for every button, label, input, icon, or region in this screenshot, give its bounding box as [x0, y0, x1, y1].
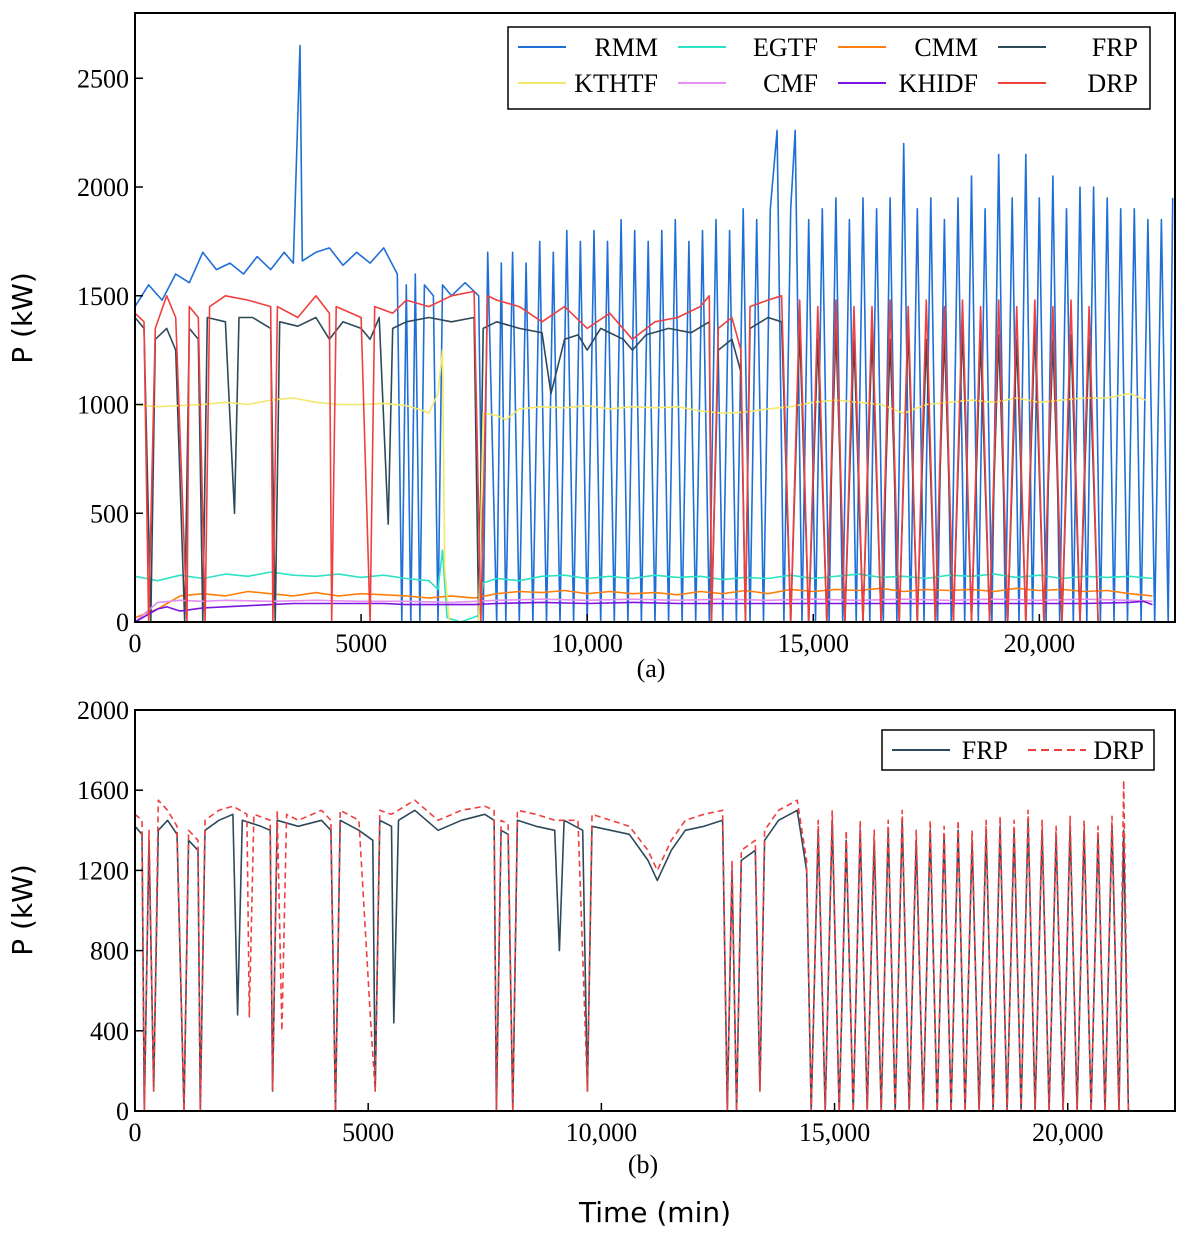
panel-b-x-axis-title: Time (min) [578, 1196, 731, 1229]
panel-a-y-tick-label: 1500 [77, 282, 129, 311]
panel-b-x-tick-label: 10,000 [566, 1118, 638, 1147]
panel-a-y-tick-label: 2000 [77, 173, 129, 202]
panel-b-legend-label-frp: FRP [962, 736, 1008, 765]
panel-b-x-axis: 0 5000 10,000 15,000 20,000 [129, 1103, 1104, 1147]
panel-b-x-tick-label: 5000 [342, 1118, 394, 1147]
panel-a-label: (a) [637, 654, 666, 683]
panel-a-series-cmf [134, 598, 1153, 623]
panel-b-y-tick-label: 800 [90, 937, 129, 966]
panel-b-y-axis: 0 400 800 1200 1600 2000 [77, 696, 143, 1126]
panel-a-y-axis: 0 500 1000 1500 2000 2500 [77, 64, 143, 637]
panel-a-series-kthtf [134, 349, 1146, 623]
panel-a-series-cmm [134, 587, 1153, 619]
panel-b-y-tick-label: 2000 [77, 696, 129, 725]
panel-a-legend-label-rmm: RMM [594, 33, 658, 62]
panel-a-x-tick-label: 20,000 [1004, 629, 1076, 658]
panel-a-legend-label-khidf: KHIDF [899, 69, 978, 98]
panel-a-legend-label-cmm: CMM [914, 33, 978, 62]
panel-a-series-rmm [134, 44, 1174, 623]
panel-a-y-tick-label: 500 [90, 499, 129, 528]
panel-b-y-tick-label: 1200 [77, 856, 129, 885]
panel-a-x-tick-label: 0 [129, 629, 142, 658]
panel-a-x-tick-label: 5000 [335, 629, 387, 658]
panel-a-legend-label-drp: DRP [1087, 69, 1138, 98]
panel-b-legend-box [881, 729, 1155, 771]
panel-a-series-group [134, 44, 1174, 623]
panel-a-legend-label-egtf: EGTF [753, 33, 818, 62]
panel-b-series-group [134, 779, 1175, 1112]
panel-a-legend-label-kthtf: KTHTF [574, 69, 658, 98]
panel-b-x-tick-label: 20,000 [1032, 1118, 1104, 1147]
panel-b-x-tick-label: 15,000 [799, 1118, 871, 1147]
panel-b: 0 400 800 1200 1600 2000 0 5000 10,000 15,000 20,… [6, 696, 1176, 1229]
panel-a-y-tick-label: 2500 [77, 64, 129, 93]
panel-b-legend: FRP DRP [881, 729, 1155, 771]
panel-b-series-drp [134, 779, 1175, 1112]
panel-a-y-axis-title: P (kW) [6, 272, 39, 364]
panel-a-legend-box [507, 26, 1151, 110]
panel-a: 0 500 1000 1500 2000 2500 0 5000 10,000 15,000 20… [6, 12, 1176, 683]
panel-a-series-drp [134, 290, 1105, 623]
panel-b-label: (b) [628, 1150, 658, 1179]
panel-b-y-tick-label: 400 [90, 1017, 129, 1046]
panel-b-y-axis-title: P (kW) [6, 864, 39, 956]
panel-b-legend-label-drp: DRP [1093, 736, 1144, 765]
panel-b-series-frp [134, 809, 1175, 1112]
panel-a-legend-label-frp: FRP [1092, 33, 1138, 62]
panel-a-legend-label-cmf: CMF [763, 69, 818, 98]
panel-b-x-tick-label: 0 [129, 1118, 142, 1147]
panel-b-frame [134, 709, 1176, 1112]
panel-a-series-egtf [134, 549, 1153, 623]
panel-a-series-khidf [134, 600, 1153, 623]
panel-b-y-tick-label: 1600 [77, 776, 129, 805]
panel-a-x-tick-label: 15,000 [778, 629, 850, 658]
panel-a-x-axis: 0 5000 10,000 15,000 20,000 [129, 614, 1076, 658]
panel-b-y-tick-label: 0 [116, 1097, 129, 1126]
panel-a-y-tick-label: 1000 [77, 391, 129, 420]
panel-a-frame [134, 12, 1176, 623]
panel-a-y-tick-label: 0 [116, 608, 129, 637]
panel-a-x-tick-label: 10,000 [551, 629, 623, 658]
panel-a-legend: RMM EGTF CMM FRP KTHTF CMF KHIDF DRP [507, 26, 1151, 110]
